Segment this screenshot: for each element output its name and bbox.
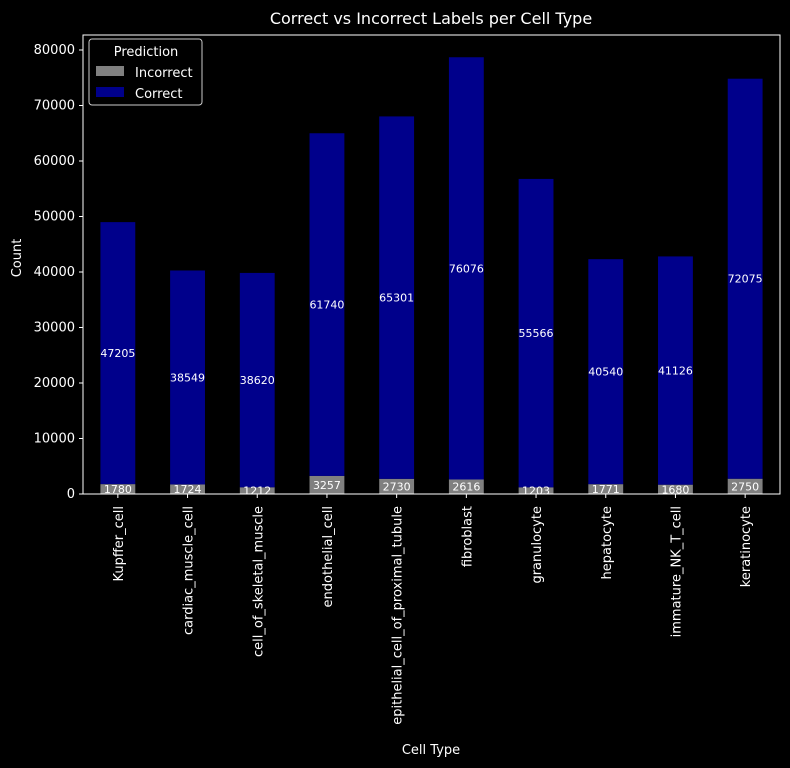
bar-incorrect-hepatocyte: [588, 484, 624, 494]
data-label-incorrect-hepatocyte: 1771: [592, 483, 620, 496]
data-label-correct-granulocyte: 55566: [519, 327, 554, 340]
y-tick-label: 0: [67, 487, 75, 502]
bar-incorrect-cell-of-skeletal-muscle: [239, 487, 275, 494]
legend: Prediction Incorrect Correct: [88, 38, 203, 106]
bar-correct-epithelial-cell-of-proximal-tubule: [379, 116, 415, 479]
data-label-correct-keratinocyte: 72075: [728, 273, 763, 286]
y-tick-label: 40000: [34, 265, 75, 280]
bar-incorrect-keratinocyte: [727, 478, 763, 494]
bar-correct-kupffer-cell: [100, 222, 136, 485]
x-tick-label-immature-nk-t-cell: immature_NK_T_cell: [669, 506, 684, 637]
plot-area: 1780 47205 Kupffer_cell 1724 38549 cardiac_mu…: [34, 34, 781, 725]
data-label-incorrect-cardiac-muscle-cell: 1724: [174, 483, 202, 496]
x-tick-label-epithelial-cell-of-proximal-tubule: epithelial_cell_of_proximal_tubule: [391, 506, 406, 725]
y-tick-label: 30000: [34, 320, 75, 335]
x-tick-label-cell-of-skeletal-muscle: cell_of_skeletal_muscle: [251, 506, 266, 657]
data-label-incorrect-immature-nk-t-cell: 1680: [661, 483, 689, 496]
bar-correct-keratinocyte: [727, 78, 763, 479]
y-tick-label: 60000: [34, 154, 75, 169]
bar-correct-cardiac-muscle-cell: [170, 270, 205, 485]
data-label-correct-hepatocyte: 40540: [588, 366, 623, 379]
bar-incorrect-fibroblast: [448, 479, 484, 494]
plot-frame: [82, 34, 781, 495]
y-tick-label: 20000: [34, 376, 75, 391]
x-axis-title: Cell Type: [402, 743, 460, 758]
bar-incorrect-granulocyte: [518, 487, 554, 494]
legend-title: Prediction: [114, 45, 179, 60]
data-label-correct-epithelial-cell-of-proximal-tubule: 65301: [379, 292, 414, 305]
y-tick-label: 50000: [34, 209, 75, 224]
data-label-correct-immature-nk-t-cell: 41126: [658, 365, 693, 378]
legend-swatch-correct: [96, 87, 124, 97]
bar-correct-fibroblast: [448, 57, 484, 480]
data-label-correct-kupffer-cell: 47205: [100, 347, 135, 360]
y-tick-label: 70000: [34, 98, 75, 113]
bar-correct-granulocyte: [518, 178, 554, 488]
bar-correct-endothelial-cell: [309, 133, 345, 476]
bar-correct-cell-of-skeletal-muscle: [239, 272, 275, 488]
data-label-correct-endothelial-cell: 61740: [309, 299, 344, 312]
legend-swatch-incorrect: [96, 66, 124, 76]
x-tick-label-cardiac-muscle-cell: cardiac_muscle_cell: [182, 506, 197, 635]
bar-correct-immature-nk-t-cell: [658, 256, 693, 485]
x-tick-label-hepatocyte: hepatocyte: [600, 506, 615, 579]
legend-label-correct: Correct: [135, 87, 182, 102]
bar-incorrect-epithelial-cell-of-proximal-tubule: [379, 478, 415, 494]
bar-incorrect-immature-nk-t-cell: [658, 484, 693, 494]
x-tick-label-fibroblast: fibroblast: [460, 506, 475, 567]
data-label-incorrect-epithelial-cell-of-proximal-tubule: 2730: [383, 480, 411, 493]
y-tick-label: 80000: [34, 43, 75, 58]
bar-incorrect-endothelial-cell: [309, 475, 345, 494]
data-label-incorrect-keratinocyte: 2750: [731, 480, 759, 493]
data-label-incorrect-fibroblast: 2616: [452, 481, 480, 494]
x-tick-label-granulocyte: granulocyte: [530, 506, 545, 584]
data-label-correct-cardiac-muscle-cell: 38549: [170, 371, 205, 384]
chart-title: Correct vs Incorrect Labels per Cell Typ…: [270, 9, 592, 28]
x-tick-label-kupffer-cell: Kupffer_cell: [112, 506, 127, 582]
bar-correct-hepatocyte: [588, 259, 624, 485]
y-tick-label: 10000: [34, 431, 75, 446]
data-label-correct-fibroblast: 76076: [449, 262, 484, 275]
y-axis-title: Count: [10, 239, 25, 278]
data-label-incorrect-endothelial-cell: 3257: [313, 479, 341, 492]
x-tick-label-keratinocyte: keratinocyte: [739, 506, 754, 587]
bar-incorrect-kupffer-cell: [100, 484, 136, 494]
x-tick-label-endothelial-cell: endothelial_cell: [321, 506, 336, 607]
data-label-incorrect-kupffer-cell: 1780: [104, 483, 132, 496]
legend-label-incorrect: Incorrect: [135, 66, 193, 81]
bar-incorrect-cardiac-muscle-cell: [170, 484, 205, 494]
data-label-correct-cell-of-skeletal-muscle: 38620: [240, 374, 275, 387]
